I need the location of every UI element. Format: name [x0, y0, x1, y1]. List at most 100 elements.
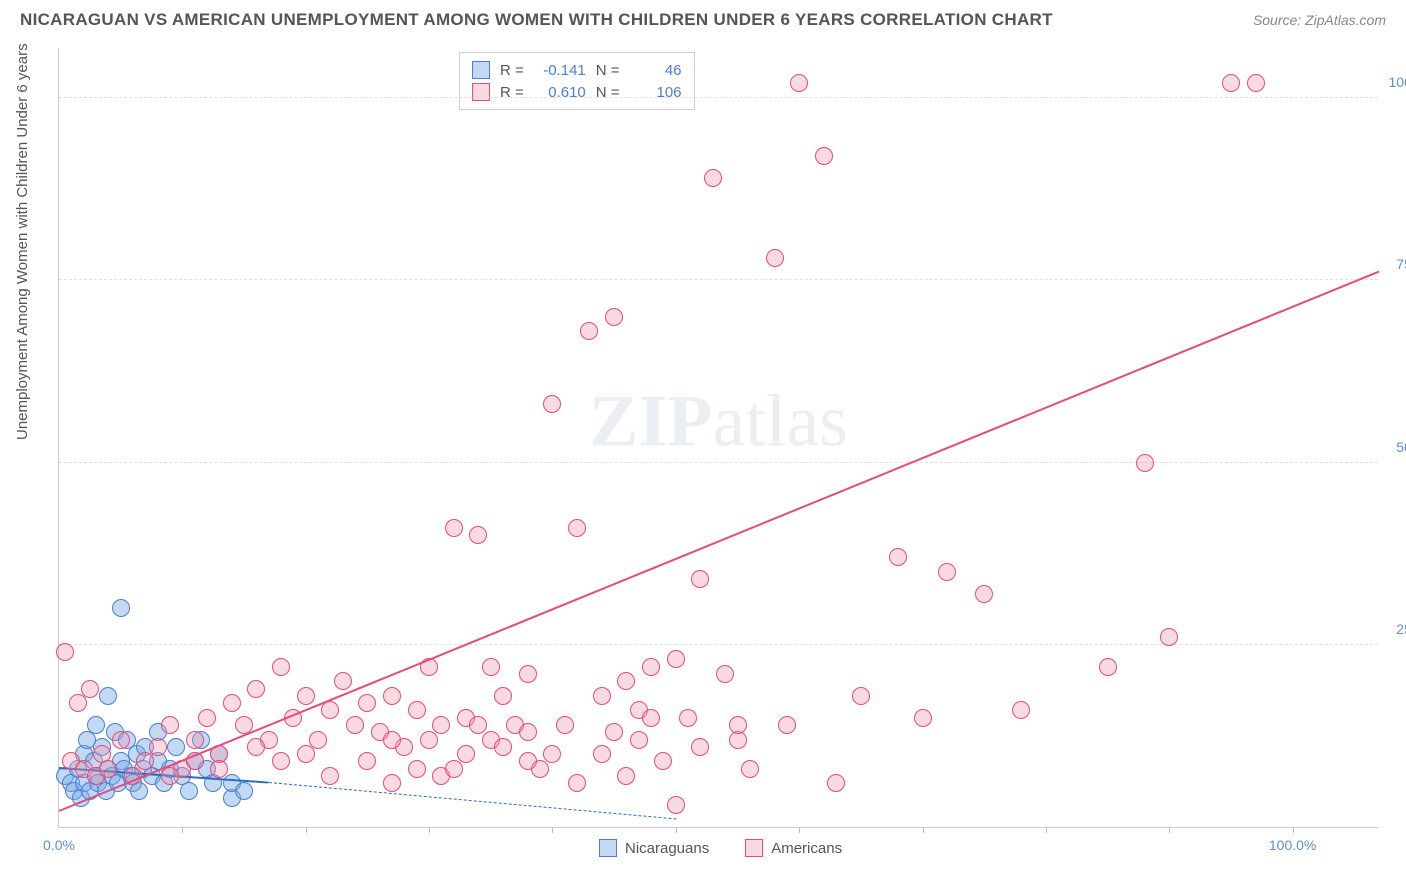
stat-n-value: 46	[630, 62, 682, 79]
stats-row: R =-0.141N =46	[472, 59, 682, 81]
scatter-point	[1099, 658, 1117, 676]
x-tick	[306, 827, 307, 833]
scatter-point	[543, 395, 561, 413]
scatter-point	[667, 796, 685, 814]
scatter-point	[642, 709, 660, 727]
scatter-point	[1012, 701, 1030, 719]
y-tick-label: 50.0%	[1382, 439, 1406, 455]
scatter-point	[889, 548, 907, 566]
scatter-point	[223, 694, 241, 712]
scatter-point	[617, 767, 635, 785]
watermark-bold: ZIP	[589, 380, 712, 462]
trend-line	[59, 271, 1380, 812]
scatter-point	[321, 767, 339, 785]
scatter-point	[321, 701, 339, 719]
title-bar: NICARAGUAN VS AMERICAN UNEMPLOYMENT AMON…	[0, 0, 1406, 36]
x-tick	[1293, 827, 1294, 833]
scatter-point	[272, 752, 290, 770]
scatter-point	[383, 774, 401, 792]
scatter-point	[815, 147, 833, 165]
x-tick	[552, 827, 553, 833]
scatter-point	[210, 760, 228, 778]
scatter-point	[667, 650, 685, 668]
scatter-point	[149, 738, 167, 756]
scatter-point	[272, 658, 290, 676]
scatter-point	[691, 738, 709, 756]
scatter-point	[469, 526, 487, 544]
stats-legend-box: R =-0.141N =46R =0.610N =106	[459, 52, 695, 110]
scatter-point	[679, 709, 697, 727]
y-tick-label: 75.0%	[1382, 256, 1406, 272]
scatter-point	[87, 716, 105, 734]
grid-line-h	[59, 279, 1378, 280]
y-tick-label: 25.0%	[1382, 621, 1406, 637]
scatter-point	[494, 738, 512, 756]
scatter-point	[469, 716, 487, 734]
legend-swatch	[745, 839, 763, 857]
x-tick	[182, 827, 183, 833]
scatter-point	[778, 716, 796, 734]
scatter-point	[383, 687, 401, 705]
scatter-point	[69, 694, 87, 712]
scatter-point	[630, 731, 648, 749]
x-tick	[429, 827, 430, 833]
scatter-point	[99, 687, 117, 705]
scatter-point	[247, 738, 265, 756]
scatter-point	[81, 680, 99, 698]
trend-line-dashed	[269, 782, 676, 819]
scatter-point	[741, 760, 759, 778]
scatter-point	[642, 658, 660, 676]
scatter-point	[297, 745, 315, 763]
scatter-point	[420, 731, 438, 749]
stat-r-value: -0.141	[534, 62, 586, 79]
scatter-point	[167, 738, 185, 756]
scatter-point	[568, 519, 586, 537]
scatter-point	[112, 599, 130, 617]
scatter-point	[112, 731, 130, 749]
scatter-point	[716, 665, 734, 683]
x-tick-label: 100.0%	[1269, 837, 1316, 853]
scatter-point	[766, 249, 784, 267]
x-tick	[799, 827, 800, 833]
scatter-point	[568, 774, 586, 792]
scatter-point	[519, 665, 537, 683]
legend-label: Nicaraguans	[625, 840, 709, 857]
scatter-point	[297, 687, 315, 705]
scatter-point	[519, 752, 537, 770]
scatter-point	[358, 752, 376, 770]
x-tick	[676, 827, 677, 833]
scatter-point	[1160, 628, 1178, 646]
scatter-point	[432, 716, 450, 734]
scatter-point	[1222, 74, 1240, 92]
scatter-point	[519, 723, 537, 741]
scatter-point	[180, 782, 198, 800]
scatter-point	[1136, 454, 1154, 472]
x-tick	[1046, 827, 1047, 833]
stat-r-label: R =	[500, 62, 524, 79]
grid-line-h	[59, 97, 1378, 98]
scatter-point	[247, 680, 265, 698]
scatter-point	[691, 570, 709, 588]
scatter-point	[790, 74, 808, 92]
scatter-point	[445, 519, 463, 537]
scatter-point	[383, 731, 401, 749]
scatter-point	[445, 760, 463, 778]
x-tick-label: 0.0%	[43, 837, 75, 853]
scatter-point	[617, 672, 635, 690]
scatter-point	[827, 774, 845, 792]
legend-swatch	[599, 839, 617, 857]
legend-swatch	[472, 61, 490, 79]
source-label: Source: ZipAtlas.com	[1253, 12, 1386, 28]
scatter-point	[309, 731, 327, 749]
grid-line-h	[59, 644, 1378, 645]
scatter-point	[938, 563, 956, 581]
legend-item: Nicaraguans	[599, 839, 709, 857]
scatter-point	[186, 731, 204, 749]
scatter-point	[457, 745, 475, 763]
scatter-point	[99, 760, 117, 778]
scatter-point	[136, 752, 154, 770]
scatter-point	[580, 322, 598, 340]
scatter-point	[704, 169, 722, 187]
watermark-light: atlas	[712, 380, 848, 462]
scatter-point	[556, 716, 574, 734]
